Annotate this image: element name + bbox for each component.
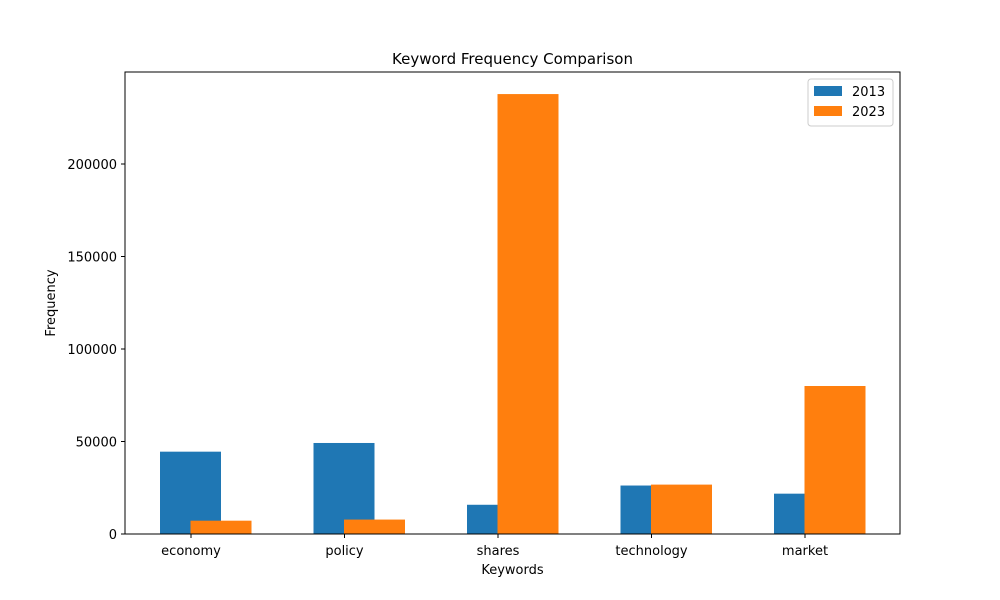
x-axis-ticks: economy policy shares technology market [161, 534, 828, 559]
x-axis-title: Keywords [481, 563, 544, 578]
x-tick-label-market: market [782, 544, 828, 559]
plot-frame [124, 71, 901, 535]
chart-title: Keyword Frequency Comparison [392, 50, 633, 68]
legend-label-2023: 2023 [852, 105, 885, 120]
bar-2013-policy [313, 442, 375, 534]
bar-2023-market [804, 386, 866, 534]
y-axis-ticks: 0 50000 100000 150000 200000 [67, 158, 125, 543]
y-tick-label: 200000 [67, 158, 117, 173]
bar-2023-policy [344, 519, 405, 534]
legend: 2013 2023 [807, 78, 894, 127]
bar-2013-economy [160, 451, 221, 534]
x-tick-label-economy: economy [161, 544, 221, 559]
y-tick-label: 100000 [67, 343, 117, 358]
y-tick-label: 150000 [67, 251, 117, 266]
legend-swatch-2013 [814, 86, 842, 96]
legend-swatch-2023 [814, 106, 842, 116]
bar-2023-economy [190, 520, 252, 534]
x-tick-label-technology: technology [615, 544, 687, 559]
x-tick-label-policy: policy [325, 544, 364, 559]
bar-2023-technology [651, 484, 712, 534]
y-axis-title: Frequency [44, 269, 59, 336]
y-tick-label: 50000 [76, 436, 117, 451]
y-tick-label: 0 [109, 528, 117, 543]
bar-2023-shares [497, 94, 559, 534]
x-tick-label-shares: shares [477, 544, 520, 559]
bars-group [160, 94, 866, 534]
legend-label-2013: 2013 [852, 85, 885, 100]
